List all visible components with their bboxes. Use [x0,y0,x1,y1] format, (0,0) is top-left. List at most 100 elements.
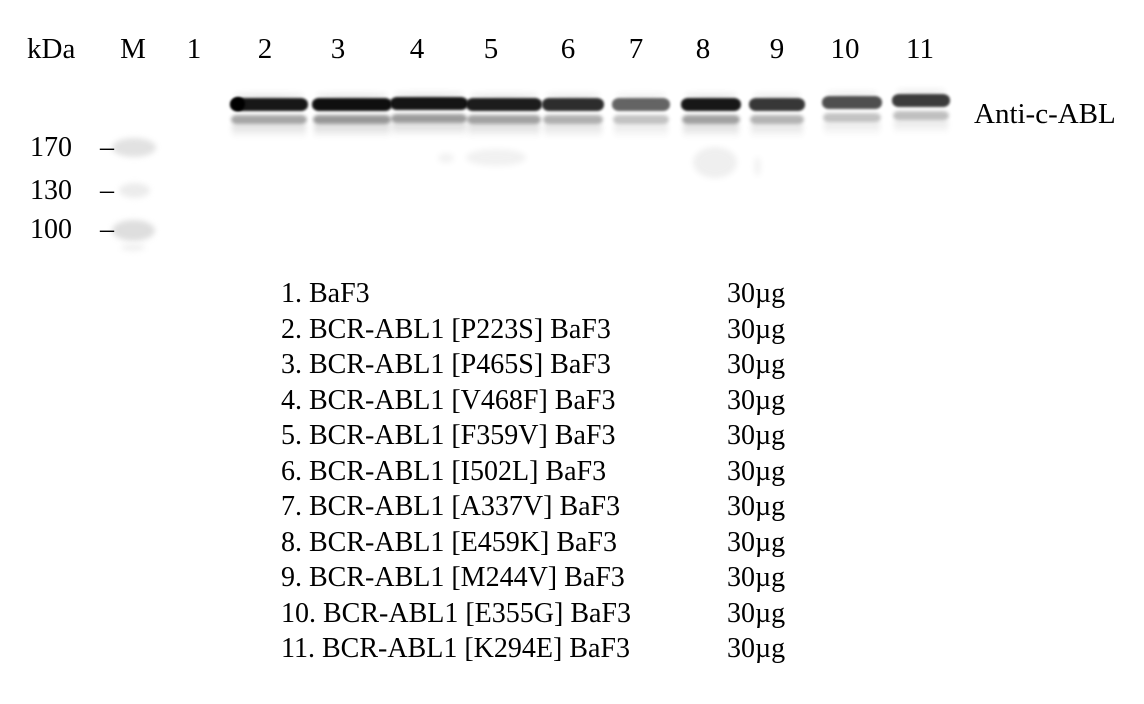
legend-item-6: 6. BCR-ABL1 [I502L] BaF3 30µg [281,455,881,487]
band-smear-lane-4 [392,123,466,137]
blot-band-lane-5 [466,90,542,146]
marker-tick-dash: – [100,132,114,163]
legend-item-1: 1. BaF3 30µg [281,279,881,309]
band-lower-lane-9 [750,115,804,124]
blot-band-lane-2 [230,90,308,146]
band-lower-lane-4 [391,114,467,123]
band-lower-lane-5 [467,115,541,124]
band-haze-lane-2 [234,90,304,99]
legend-item-7: 7. BCR-ABL1 [A337V] BaF3 30µg [281,492,881,522]
lane-label-M: M [120,33,146,65]
band-haze-lane-8 [685,90,737,99]
legend-amount: 30µg [727,278,786,309]
legend-sample-label: 11. BCR-ABL1 [K294E] BaF3 [281,633,630,664]
blot-band-lane-7 [612,90,670,146]
band-smear-lane-10 [824,122,880,136]
band-smear-lane-2 [232,124,306,138]
lane-label-3: 3 [330,33,346,65]
lane-label-11: 11 [906,33,934,65]
marker-tick-dash: – [100,214,114,245]
lane-label-10: 10 [830,33,860,65]
blot-band-lane-8 [681,90,741,146]
legend-amount: 30µg [727,597,786,629]
band-upper-lane-3 [312,98,392,111]
band-upper-lane-11 [892,94,950,107]
marker-lane-band-3 [112,220,155,241]
band-haze-lane-6 [546,90,600,99]
legend-amount: 30µg [727,633,786,664]
blot-band-lane-11 [892,86,950,142]
band-upper-lane-7 [612,98,670,111]
band-smear-lane-5 [468,124,540,138]
marker-value-100: 100 [30,214,72,245]
blot-artifact-1 [438,153,454,163]
band-smear-lane-11 [894,120,948,134]
band-dot-lane-2 [231,97,245,111]
legend-sample-label: 6. BCR-ABL1 [I502L] BaF3 [281,455,607,487]
lane-label-5: 5 [483,33,499,65]
band-lower-lane-3 [313,115,391,124]
band-haze-lane-7 [616,90,666,99]
lane-label-8: 8 [695,33,711,65]
band-lower-lane-8 [682,115,740,124]
lane-label-2: 2 [257,33,273,65]
band-haze-lane-5 [470,90,538,99]
band-upper-lane-4 [390,97,468,110]
band-smear-lane-9 [751,124,803,138]
legend-sample-label: 7. BCR-ABL1 [A337V] BaF3 [281,491,621,522]
band-upper-lane-8 [681,98,741,111]
legend-sample-label: 4. BCR-ABL1 [V468F] BaF3 [281,384,616,416]
band-lower-lane-11 [893,111,949,120]
band-upper-lane-6 [542,98,604,111]
blot-band-lane-10 [822,88,882,144]
legend-sample-label: 1. BaF3 [281,278,370,309]
band-upper-lane-5 [466,98,542,111]
legend-sample-label: 10. BCR-ABL1 [E355G] BaF3 [281,597,631,629]
lane-label-6: 6 [560,33,576,65]
legend-amount: 30µg [727,384,786,416]
marker-tick-dash: – [100,175,114,206]
legend-item-10: 10. BCR-ABL1 [E355G] BaF3 30µg [281,597,881,629]
band-smear-lane-3 [314,124,390,138]
legend-item-9: 9. BCR-ABL1 [M244V] BaF3 30µg [281,563,881,593]
lane-label-4: 4 [409,33,425,65]
band-haze-lane-11 [896,86,946,95]
legend-amount: 30µg [727,491,786,522]
band-smear-lane-6 [544,124,602,138]
legend-amount: 30µg [727,349,786,380]
marker-170: 170– [30,134,114,162]
blot-band-lane-9 [749,90,805,146]
legend-amount: 30µg [727,526,786,558]
marker-value-170: 170 [30,132,72,163]
legend-sample-label: 2. BCR-ABL1 [P223S] BaF3 [281,313,611,345]
band-smear-lane-7 [614,124,668,138]
marker-lane-band-4 [121,244,145,251]
lane-label-9: 9 [769,33,785,65]
marker-lane-band-2 [119,183,150,198]
band-upper-lane-2 [230,98,308,111]
band-lower-lane-7 [613,115,669,124]
band-lower-lane-6 [543,115,603,124]
kda-unit-label: kDa [27,33,76,65]
band-haze-lane-9 [753,90,801,99]
legend-amount: 30µg [727,420,786,451]
legend-amount: 30µg [727,455,786,487]
blot-artifact-2 [466,149,526,166]
band-lower-lane-10 [823,113,881,122]
legend-sample-label: 5. BCR-ABL1 [F359V] BaF3 [281,420,616,451]
band-upper-lane-10 [822,96,882,109]
blot-artifact-4 [754,157,761,176]
band-lower-lane-2 [231,115,307,124]
antibody-label: Anti-c-ABL [974,98,1116,130]
legend-item-4: 4. BCR-ABL1 [V468F] BaF3 30µg [281,384,881,416]
band-haze-lane-4 [394,89,464,98]
marker-lane-band-1 [112,138,156,157]
legend-sample-label: 3. BCR-ABL1 [P465S] BaF3 [281,349,611,380]
legend-item-5: 5. BCR-ABL1 [F359V] BaF3 30µg [281,421,881,451]
legend-sample-label: 8. BCR-ABL1 [E459K] BaF3 [281,526,617,558]
marker-value-130: 130 [30,175,72,206]
blot-artifact-3 [693,147,737,178]
legend-item-11: 11. BCR-ABL1 [K294E] BaF3 30µg [281,634,881,664]
blot-band-lane-6 [542,90,604,146]
